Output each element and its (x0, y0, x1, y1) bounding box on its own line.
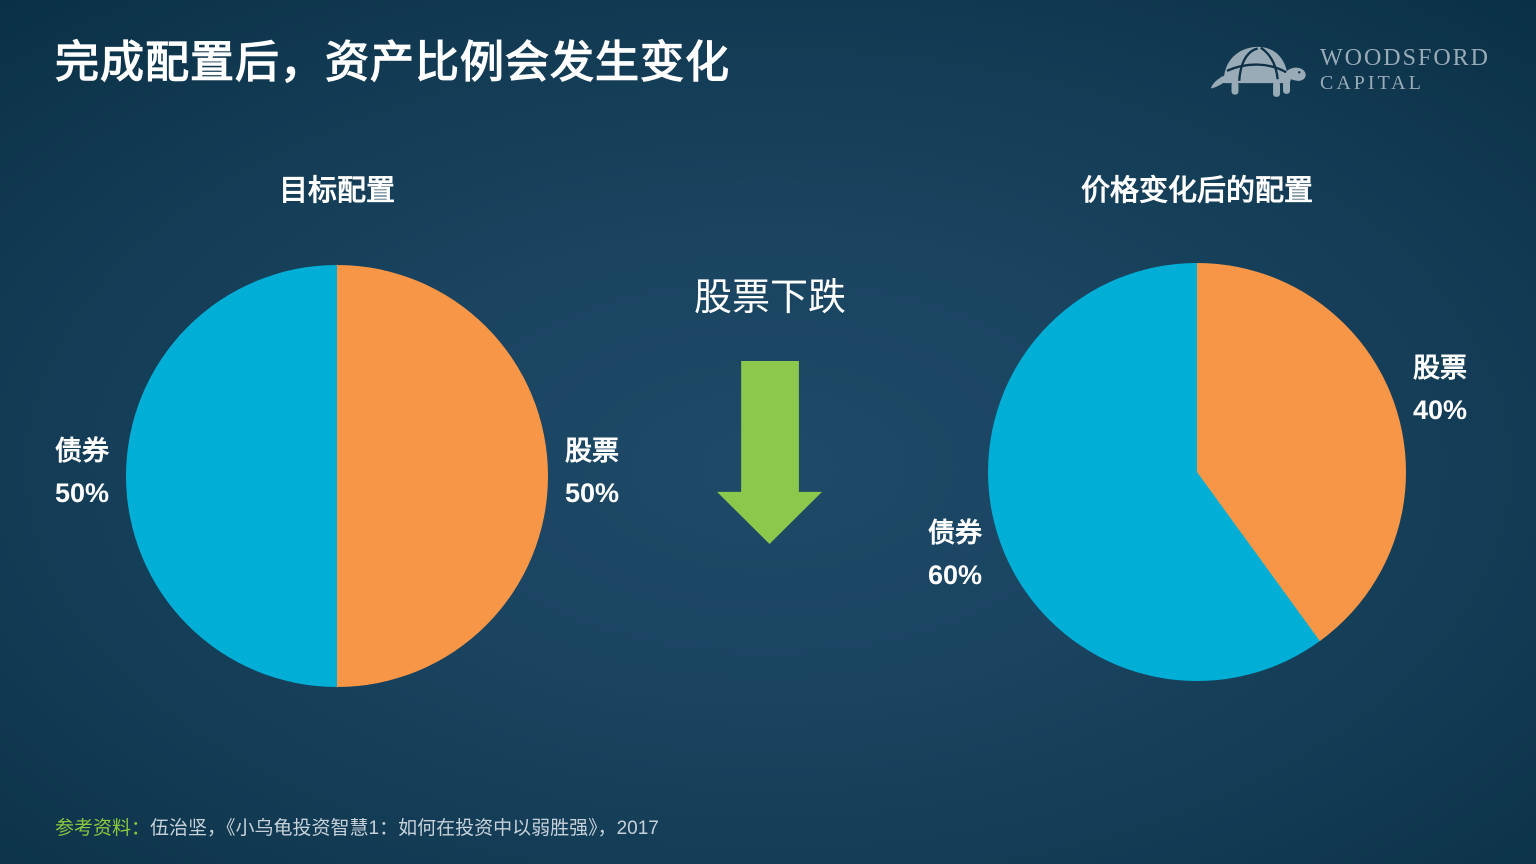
logo-wordmark: WOODSFORD CAPITAL (1320, 45, 1490, 96)
slice-name: 股票 (565, 436, 619, 466)
target-allocation-pie-chart (126, 265, 548, 687)
logo-line1: WOODSFORD (1319, 44, 1490, 71)
slide-title: 完成配置后，资产比例会发生变化 (55, 38, 730, 87)
down-arrow-icon (717, 361, 822, 544)
slice-name: 股票 (1413, 353, 1467, 383)
reference-text: 伍治坚，《小乌龟投资智慧1：如何在投资中以弱胜强》，2017 (150, 818, 659, 839)
left-pie-stock-label: 股票 50% (565, 430, 619, 514)
reference-label: 参考资料： (55, 818, 151, 839)
reference-note: 参考资料：伍治坚，《小乌龟投资智慧1：如何在投资中以弱胜强》，2017 (55, 816, 659, 842)
right-pie-stock-label: 股票 40% (1413, 347, 1467, 431)
slice-name: 债券 (928, 518, 982, 548)
company-logo: WOODSFORD CAPITAL (1210, 36, 1490, 104)
left-chart-title: 目标配置 (278, 175, 395, 207)
stock-falling-label: 股票下跌 (693, 277, 846, 319)
turtle-icon (1210, 46, 1306, 97)
slice-name: 债券 (55, 436, 109, 466)
slice-pct: 40% (1413, 395, 1468, 425)
slice-pct: 60% (928, 560, 983, 590)
slice-pct: 50% (565, 478, 620, 508)
after-price-change-pie-chart (988, 263, 1406, 681)
right-pie-bond-label: 债券 60% (928, 512, 982, 596)
logo-line2: CAPITAL (1319, 72, 1424, 95)
left-pie-bond-label: 债券 50% (55, 430, 109, 514)
slice-pct: 50% (55, 478, 110, 508)
right-chart-title: 价格变化后的配置 (1080, 175, 1313, 207)
